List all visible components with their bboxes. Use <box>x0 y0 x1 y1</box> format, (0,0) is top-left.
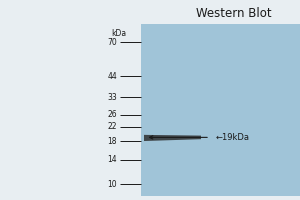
Text: ←19kDa: ←19kDa <box>216 133 250 142</box>
Text: 14: 14 <box>107 155 117 164</box>
Text: 10: 10 <box>107 180 117 189</box>
Text: kDa: kDa <box>111 29 126 38</box>
Text: 33: 33 <box>107 93 117 102</box>
Polygon shape <box>144 135 201 141</box>
Text: 22: 22 <box>107 122 117 131</box>
Text: 70: 70 <box>107 38 117 47</box>
Text: Western Blot: Western Blot <box>196 7 272 20</box>
Text: 26: 26 <box>107 110 117 119</box>
Text: 44: 44 <box>107 72 117 81</box>
Bar <box>141 24 300 196</box>
Text: 18: 18 <box>107 137 117 146</box>
